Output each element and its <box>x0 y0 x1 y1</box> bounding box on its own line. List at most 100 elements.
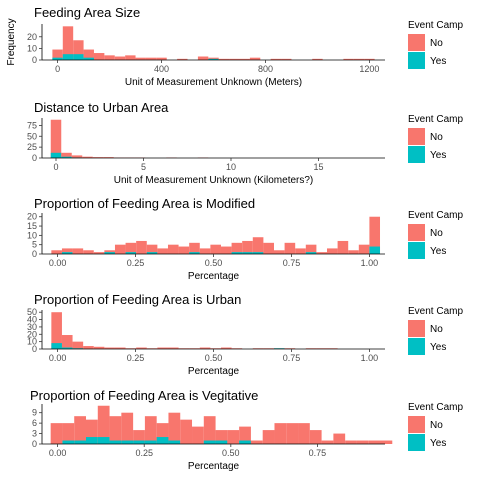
bar-yes <box>109 440 122 444</box>
bar-yes <box>83 57 94 60</box>
legend-title: Event Camp <box>408 402 463 413</box>
legend: Event Camp No Yes <box>408 210 463 259</box>
bar-yes <box>231 252 243 254</box>
bar-no <box>83 250 94 254</box>
bar-no <box>167 347 179 349</box>
legend-title: Event Camp <box>408 114 463 125</box>
bar-no <box>72 248 84 254</box>
bar-no <box>83 49 94 60</box>
bar-no <box>369 216 381 254</box>
bar-no <box>229 58 240 60</box>
bar-no <box>295 248 306 254</box>
legend-key-no <box>408 224 425 241</box>
bar-no <box>144 416 157 444</box>
x-tick-label: 5 <box>141 162 146 172</box>
bar-no <box>274 423 287 444</box>
bar-no <box>135 57 146 60</box>
bar-no <box>249 57 261 60</box>
bar-no <box>146 244 158 254</box>
y-tick-label: 10 <box>27 43 37 53</box>
bar-no <box>337 240 349 254</box>
bar-no <box>239 58 250 60</box>
y-tick-label: 15 <box>27 221 37 231</box>
legend-key-yes <box>408 52 425 69</box>
bar-no <box>178 246 190 254</box>
bar-no <box>189 242 200 254</box>
x-tick-label: 0.25 <box>135 448 153 458</box>
bar-no <box>252 237 264 254</box>
y-tick-label: 10 <box>27 230 37 240</box>
legend-label-no: No <box>430 38 443 49</box>
chart-title: Proportion of Feeding Area is Urban <box>34 292 241 307</box>
y-tick-label: 3 <box>32 429 37 439</box>
bar-yes <box>156 437 169 444</box>
legend-key-no <box>408 128 425 145</box>
bar-no <box>125 242 137 254</box>
x-tick-label: 15 <box>313 162 323 172</box>
bar-no <box>353 58 365 60</box>
bar-no <box>103 157 114 158</box>
bar-no <box>52 49 63 60</box>
chart-title: Distance to Urban Area <box>34 100 169 115</box>
x-tick-label: 0.00 <box>49 258 67 268</box>
bar-yes <box>252 252 264 254</box>
bar-no <box>273 250 285 254</box>
bar-yes <box>189 252 200 254</box>
bar-no <box>368 440 381 444</box>
bar-no <box>121 412 134 444</box>
bar-no <box>145 57 157 60</box>
legend-key-yes <box>408 242 425 259</box>
bar-no <box>220 246 232 254</box>
bar-no <box>327 248 338 254</box>
legend: Event Camp No Yes <box>408 114 463 163</box>
chart-panel-4: Proportion of Feeding Area is Urban 0.00 0… <box>27 292 463 377</box>
bar-no <box>86 419 98 444</box>
bar-no <box>262 430 275 444</box>
bar-no <box>333 433 346 444</box>
bar-yes <box>61 252 73 254</box>
y-tick-label: 9 <box>32 408 37 418</box>
bar-no <box>180 419 193 444</box>
bar-no <box>215 430 228 444</box>
bar-no <box>345 440 357 444</box>
bar-no <box>177 58 188 60</box>
legend-label-yes: Yes <box>430 438 446 449</box>
chart-title: Proportion of Feeding Area is Vegitative <box>30 388 258 403</box>
bar-no <box>356 440 369 444</box>
bar-yes <box>97 437 110 444</box>
x-axis-label: Percentage <box>188 366 240 377</box>
bar-no <box>51 312 62 349</box>
legend-label-yes: Yes <box>430 246 446 257</box>
bar-yes <box>146 252 158 254</box>
y-tick-label: 50 <box>27 131 37 141</box>
y-tick-label: 20 <box>27 32 37 42</box>
bar-yes <box>305 252 317 254</box>
bar-no <box>51 250 62 254</box>
bar-yes <box>121 440 134 444</box>
bar-no <box>156 423 169 444</box>
bar-no <box>348 250 359 254</box>
legend-title: Event Camp <box>408 210 463 221</box>
bar-yes <box>239 440 251 444</box>
y-tick-label: 30 <box>27 322 37 332</box>
bar-no <box>298 423 310 444</box>
legend-key-yes <box>408 434 425 451</box>
bar-yes <box>208 58 219 60</box>
bar-no <box>157 248 168 254</box>
bar-no <box>156 57 167 60</box>
bar-no <box>343 58 354 60</box>
bar-no <box>157 347 168 349</box>
legend-label-no: No <box>430 132 443 143</box>
x-axis-label: Percentage <box>188 461 240 472</box>
bar-yes <box>73 54 84 60</box>
bar-no <box>231 242 243 254</box>
bar-no <box>93 346 105 349</box>
x-tick-label: 10 <box>226 162 236 172</box>
bar-no <box>309 430 322 444</box>
legend-key-no <box>408 320 425 337</box>
x-tick-label: 400 <box>154 64 169 74</box>
bar-no <box>50 119 62 158</box>
chart-panel-3: Proportion of Feeding Area is Modified 0.… <box>27 196 463 282</box>
bar-no <box>263 242 274 254</box>
y-tick-label: 0 <box>32 249 37 259</box>
